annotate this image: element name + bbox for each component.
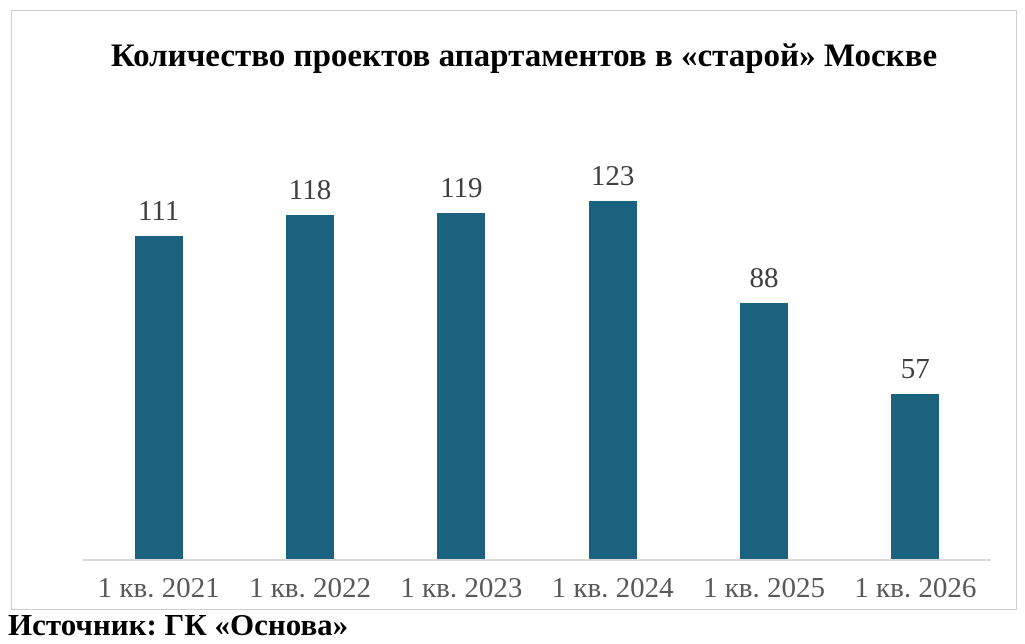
chart-frame: Количество проектов апартаментов в «стар…: [11, 10, 1017, 610]
bar: [588, 201, 637, 560]
bar-column: 57: [840, 11, 991, 560]
bar-column: 118: [234, 11, 385, 560]
plot-area: 111 118 119 123 88 57: [83, 11, 991, 560]
bar: [134, 236, 183, 560]
bar-column: 119: [386, 11, 537, 560]
bar-value-label: 88: [749, 262, 779, 294]
bar: [739, 303, 788, 560]
x-axis-tick-label: 1 кв. 2022: [248, 572, 372, 604]
x-axis-tick-label: 1 кв. 2025: [702, 572, 825, 604]
bar-value-label: 57: [900, 353, 930, 385]
bar-value-label: 111: [137, 195, 180, 227]
x-axis-tick-label: 1 кв. 2023: [400, 572, 523, 604]
chart-title: Количество проектов апартаментов в «стар…: [110, 38, 938, 74]
bar: [285, 215, 334, 560]
source-note: Источник: ГК «Основа»: [8, 607, 349, 642]
bar: [437, 213, 486, 560]
bar-column: 123: [537, 11, 688, 560]
bar-column: 111: [83, 11, 234, 560]
x-axis-labels: 1 кв. 2021 1 кв. 2022 1 кв. 2023 1 кв. 2024…: [83, 570, 991, 606]
bar-value-label: 119: [440, 172, 483, 204]
x-axis-tick-label: 1 кв. 2021: [97, 572, 220, 604]
bar: [891, 394, 940, 560]
x-axis-line: [83, 559, 991, 561]
x-axis-tick-label: 1 кв. 2026: [854, 572, 977, 604]
x-axis-tick-label: 1 кв. 2024: [551, 572, 674, 604]
bar-value-label: 118: [288, 174, 332, 206]
bar-value-label: 123: [590, 160, 635, 192]
bar-column: 88: [688, 11, 839, 560]
